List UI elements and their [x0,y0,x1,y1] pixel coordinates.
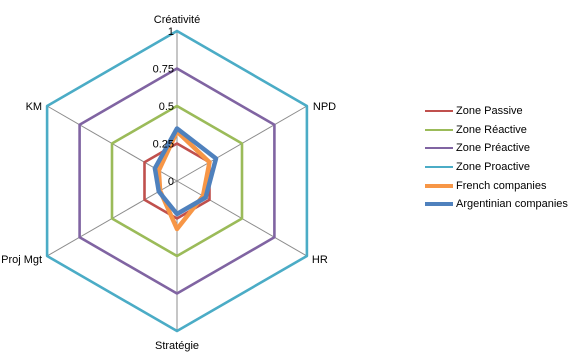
radar-series [45,29,309,333]
legend-swatch [425,110,453,113]
tick-label: 0.75 [153,64,174,76]
series-zone-preactive [78,67,276,295]
legend-item-french-companies: French companies [425,176,585,195]
legend: Zone Passive Zone Réactive Zone Préactive Z… [425,102,585,214]
legend-swatch [425,166,453,169]
legend-swatch [425,183,453,188]
legend-swatch [425,147,453,150]
legend-label: Zone Proactive [456,161,530,174]
tick-label: 0.5 [159,101,174,113]
legend-item-zone-proactive: Zone Proactive [425,158,585,177]
legend-swatch [425,202,453,207]
series-zone-reactive [110,104,244,258]
axis-label-creativite: Créativité [154,14,200,26]
axis-label-km: KM [26,101,43,113]
legend-item-zone-passive: Zone Passive [425,102,585,121]
radar-grid [46,31,308,331]
legend-item-argentinian-companies: Argentinian companies [425,195,585,214]
legend-swatch [425,128,453,131]
series-french-companies [156,129,212,232]
legend-item-zone-reactive: Zone Réactive [425,121,585,140]
legend-item-zone-preactive: Zone Préactive [425,139,585,158]
axis-label-npd: NPD [313,101,336,113]
axis-label-strategie: Stratégie [155,340,199,352]
legend-label: French companies [456,179,547,192]
legend-label: Argentinian companies [456,198,568,211]
tick-label: 0.25 [153,139,174,151]
axis-label-proj-mgt: Proj Mgt [1,254,42,266]
series-zone-proactive [45,29,309,333]
legend-label: Zone Réactive [456,123,527,136]
legend-label: Zone Préactive [456,142,530,155]
series-argentinian-companies [152,126,219,217]
tick-label: 1 [168,26,174,38]
axis-label-hr: HR [312,254,328,266]
tick-label: 0 [168,176,174,188]
legend-label: Zone Passive [456,105,523,118]
